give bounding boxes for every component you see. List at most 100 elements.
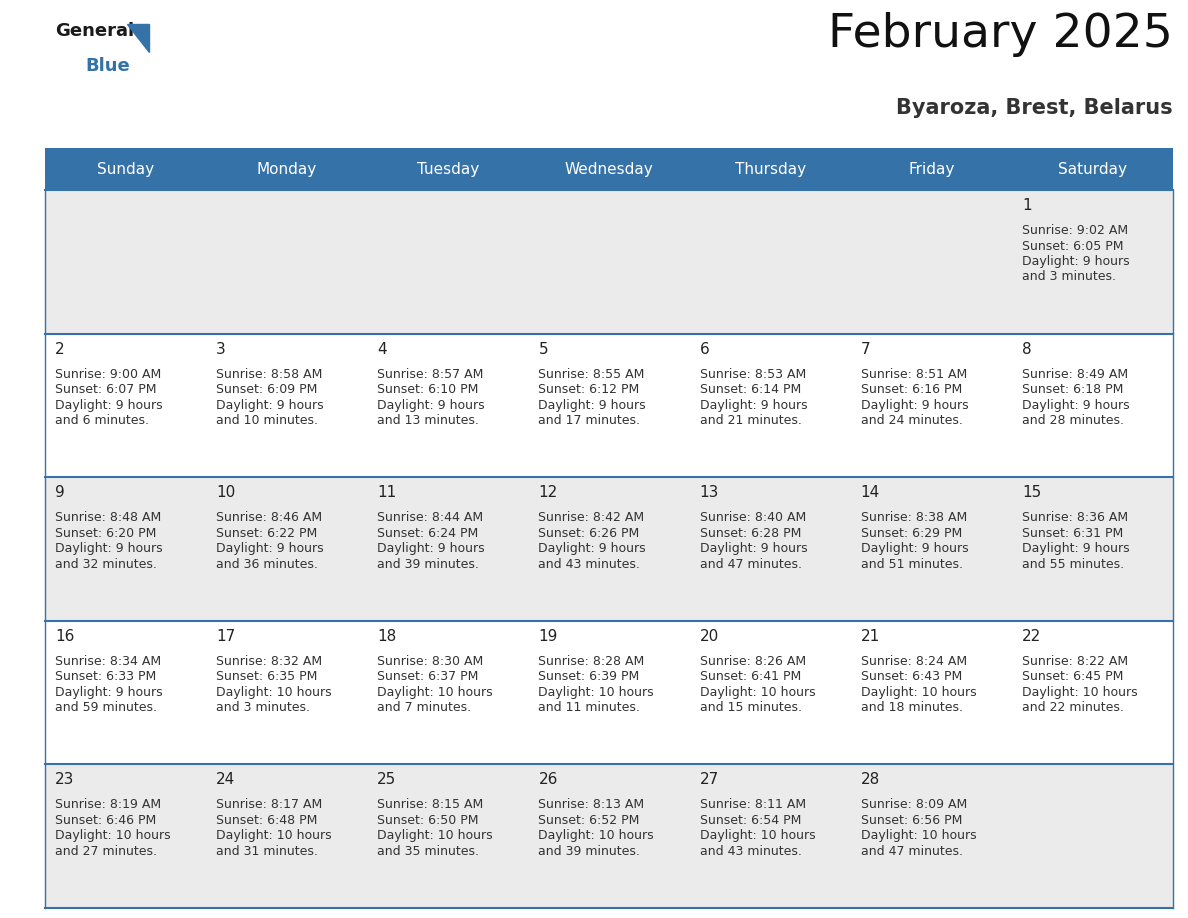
Text: Sunset: 6:24 PM: Sunset: 6:24 PM: [378, 527, 479, 540]
Text: Sunset: 6:31 PM: Sunset: 6:31 PM: [1022, 527, 1123, 540]
Text: Sunset: 6:50 PM: Sunset: 6:50 PM: [378, 814, 479, 827]
Text: Daylight: 10 hours: Daylight: 10 hours: [700, 829, 815, 843]
Text: and 24 minutes.: and 24 minutes.: [861, 414, 962, 427]
Text: and 51 minutes.: and 51 minutes.: [861, 558, 962, 571]
Text: Daylight: 9 hours: Daylight: 9 hours: [378, 543, 485, 555]
Text: 1: 1: [1022, 198, 1031, 213]
Text: Daylight: 10 hours: Daylight: 10 hours: [216, 686, 331, 699]
Text: Sunset: 6:52 PM: Sunset: 6:52 PM: [538, 814, 640, 827]
Text: Blue: Blue: [86, 57, 129, 75]
Text: and 47 minutes.: and 47 minutes.: [700, 558, 802, 571]
Text: Daylight: 9 hours: Daylight: 9 hours: [538, 543, 646, 555]
Polygon shape: [127, 24, 148, 52]
Text: Thursday: Thursday: [734, 162, 805, 176]
Text: Sunrise: 8:13 AM: Sunrise: 8:13 AM: [538, 799, 645, 812]
Text: 20: 20: [700, 629, 719, 644]
Text: Sunset: 6:41 PM: Sunset: 6:41 PM: [700, 670, 801, 683]
Text: Sunrise: 8:49 AM: Sunrise: 8:49 AM: [1022, 367, 1127, 381]
Text: 5: 5: [538, 341, 548, 356]
Text: and 27 minutes.: and 27 minutes.: [55, 845, 157, 858]
Text: Sunset: 6:37 PM: Sunset: 6:37 PM: [378, 670, 479, 683]
Text: 25: 25: [378, 772, 397, 788]
Text: Daylight: 9 hours: Daylight: 9 hours: [1022, 398, 1130, 411]
Text: 13: 13: [700, 486, 719, 500]
Text: Sunset: 6:26 PM: Sunset: 6:26 PM: [538, 527, 639, 540]
Bar: [45, 477, 1173, 621]
Text: Daylight: 9 hours: Daylight: 9 hours: [861, 398, 968, 411]
Text: and 32 minutes.: and 32 minutes.: [55, 558, 157, 571]
Text: General: General: [55, 22, 134, 40]
Text: Sunset: 6:22 PM: Sunset: 6:22 PM: [216, 527, 317, 540]
Text: Sunrise: 8:48 AM: Sunrise: 8:48 AM: [55, 511, 162, 524]
Text: Daylight: 9 hours: Daylight: 9 hours: [861, 543, 968, 555]
Text: Daylight: 9 hours: Daylight: 9 hours: [538, 398, 646, 411]
Text: 15: 15: [1022, 486, 1041, 500]
Text: and 15 minutes.: and 15 minutes.: [700, 701, 802, 714]
Text: Sunrise: 8:57 AM: Sunrise: 8:57 AM: [378, 367, 484, 381]
Text: Daylight: 9 hours: Daylight: 9 hours: [1022, 255, 1130, 268]
Text: Daylight: 10 hours: Daylight: 10 hours: [861, 686, 977, 699]
Text: Byaroza, Brest, Belarus: Byaroza, Brest, Belarus: [897, 98, 1173, 118]
Text: and 21 minutes.: and 21 minutes.: [700, 414, 802, 427]
Text: Wednesday: Wednesday: [564, 162, 653, 176]
Text: 18: 18: [378, 629, 397, 644]
Text: Daylight: 10 hours: Daylight: 10 hours: [378, 829, 493, 843]
Bar: [45, 621, 1173, 765]
Text: Monday: Monday: [257, 162, 317, 176]
Text: Sunrise: 8:34 AM: Sunrise: 8:34 AM: [55, 655, 162, 667]
Text: Daylight: 9 hours: Daylight: 9 hours: [378, 398, 485, 411]
Text: Sunset: 6:29 PM: Sunset: 6:29 PM: [861, 527, 962, 540]
Text: and 43 minutes.: and 43 minutes.: [538, 558, 640, 571]
Text: and 22 minutes.: and 22 minutes.: [1022, 701, 1124, 714]
Text: Sunrise: 8:30 AM: Sunrise: 8:30 AM: [378, 655, 484, 667]
Text: 23: 23: [55, 772, 75, 788]
Text: and 6 minutes.: and 6 minutes.: [55, 414, 148, 427]
Text: Daylight: 10 hours: Daylight: 10 hours: [700, 686, 815, 699]
Text: Saturday: Saturday: [1059, 162, 1127, 176]
Text: Sunrise: 8:53 AM: Sunrise: 8:53 AM: [700, 367, 805, 381]
Text: and 39 minutes.: and 39 minutes.: [378, 558, 479, 571]
Text: 11: 11: [378, 486, 397, 500]
Text: Sunset: 6:54 PM: Sunset: 6:54 PM: [700, 814, 801, 827]
Text: Sunset: 6:10 PM: Sunset: 6:10 PM: [378, 383, 479, 396]
Text: Sunrise: 8:26 AM: Sunrise: 8:26 AM: [700, 655, 805, 667]
Text: Sunset: 6:56 PM: Sunset: 6:56 PM: [861, 814, 962, 827]
Text: Sunrise: 8:15 AM: Sunrise: 8:15 AM: [378, 799, 484, 812]
Text: Daylight: 10 hours: Daylight: 10 hours: [378, 686, 493, 699]
Text: 9: 9: [55, 486, 65, 500]
Text: Daylight: 10 hours: Daylight: 10 hours: [55, 829, 171, 843]
Text: and 39 minutes.: and 39 minutes.: [538, 845, 640, 858]
Text: 26: 26: [538, 772, 558, 788]
Text: Sunrise: 8:58 AM: Sunrise: 8:58 AM: [216, 367, 322, 381]
Text: Sunset: 6:20 PM: Sunset: 6:20 PM: [55, 527, 157, 540]
Text: and 28 minutes.: and 28 minutes.: [1022, 414, 1124, 427]
Text: and 3 minutes.: and 3 minutes.: [1022, 271, 1116, 284]
Text: Daylight: 9 hours: Daylight: 9 hours: [55, 398, 163, 411]
Text: Sunrise: 8:42 AM: Sunrise: 8:42 AM: [538, 511, 645, 524]
Text: Sunrise: 9:00 AM: Sunrise: 9:00 AM: [55, 367, 162, 381]
Text: and 36 minutes.: and 36 minutes.: [216, 558, 318, 571]
Text: Sunset: 6:39 PM: Sunset: 6:39 PM: [538, 670, 639, 683]
Text: Sunrise: 8:28 AM: Sunrise: 8:28 AM: [538, 655, 645, 667]
Text: Sunrise: 8:17 AM: Sunrise: 8:17 AM: [216, 799, 322, 812]
Text: 16: 16: [55, 629, 75, 644]
Text: and 31 minutes.: and 31 minutes.: [216, 845, 318, 858]
Text: 8: 8: [1022, 341, 1031, 356]
Text: Sunset: 6:48 PM: Sunset: 6:48 PM: [216, 814, 317, 827]
Text: Sunset: 6:43 PM: Sunset: 6:43 PM: [861, 670, 962, 683]
Text: Sunrise: 8:46 AM: Sunrise: 8:46 AM: [216, 511, 322, 524]
Text: Sunset: 6:35 PM: Sunset: 6:35 PM: [216, 670, 317, 683]
Text: and 55 minutes.: and 55 minutes.: [1022, 558, 1124, 571]
Text: Daylight: 10 hours: Daylight: 10 hours: [1022, 686, 1137, 699]
Text: Sunset: 6:12 PM: Sunset: 6:12 PM: [538, 383, 639, 396]
Text: and 18 minutes.: and 18 minutes.: [861, 701, 962, 714]
Text: and 7 minutes.: and 7 minutes.: [378, 701, 472, 714]
Text: and 43 minutes.: and 43 minutes.: [700, 845, 802, 858]
Text: Sunrise: 8:19 AM: Sunrise: 8:19 AM: [55, 799, 162, 812]
Text: Daylight: 9 hours: Daylight: 9 hours: [1022, 543, 1130, 555]
Text: 22: 22: [1022, 629, 1041, 644]
Text: Sunrise: 8:38 AM: Sunrise: 8:38 AM: [861, 511, 967, 524]
Text: Sunset: 6:18 PM: Sunset: 6:18 PM: [1022, 383, 1123, 396]
Text: Sunrise: 8:44 AM: Sunrise: 8:44 AM: [378, 511, 484, 524]
Text: Daylight: 9 hours: Daylight: 9 hours: [55, 543, 163, 555]
